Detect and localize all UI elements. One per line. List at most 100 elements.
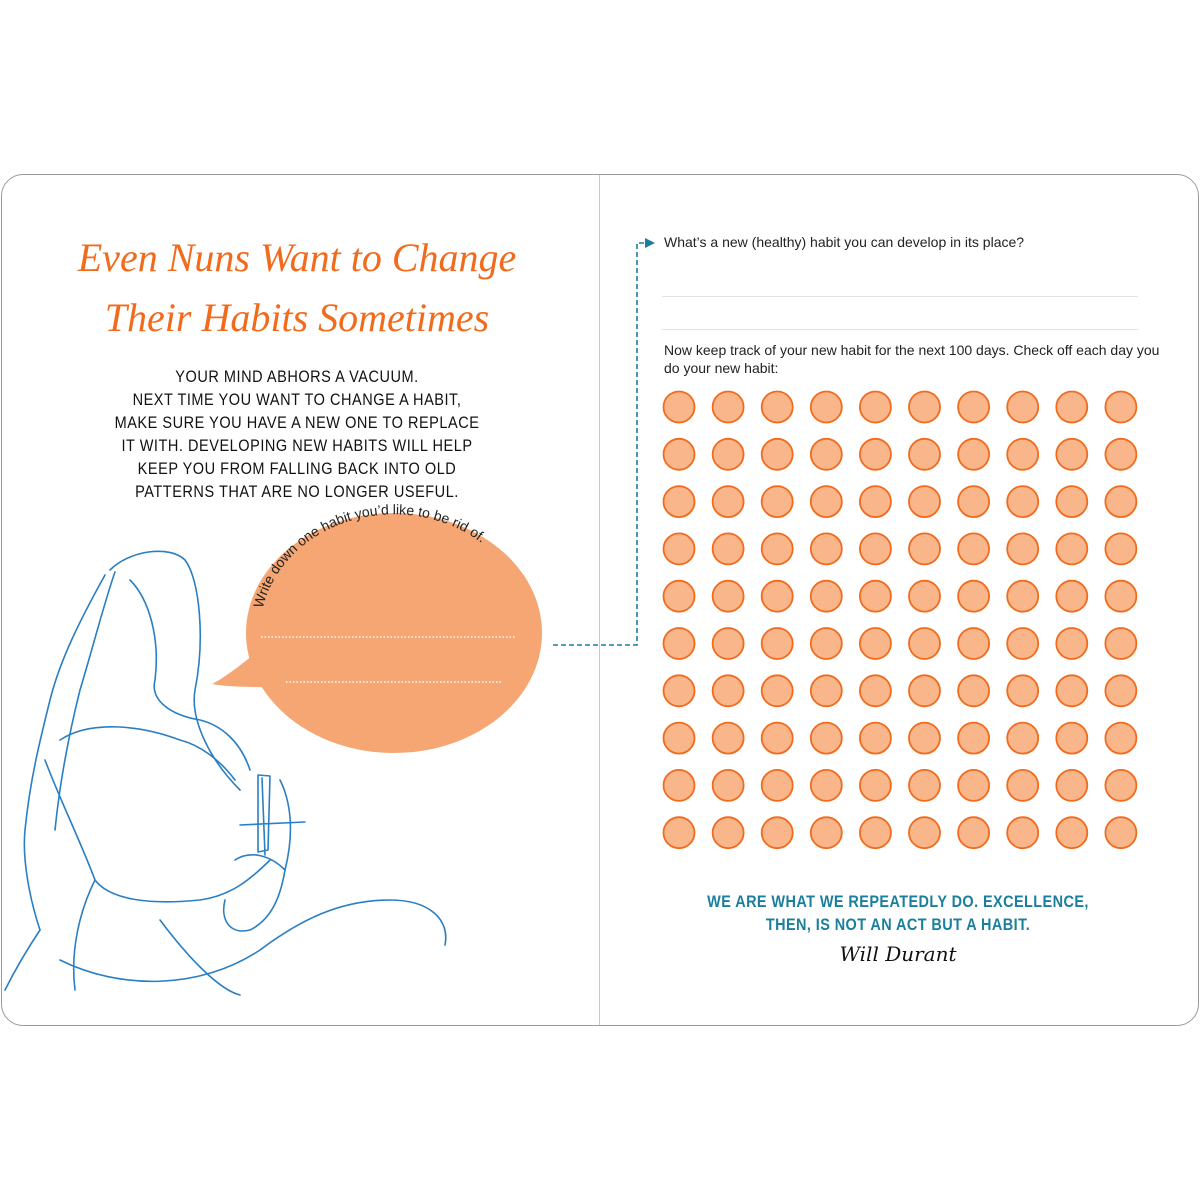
day-checkbox[interactable]: [1006, 390, 1040, 424]
day-checkbox[interactable]: [809, 485, 843, 519]
day-checkbox[interactable]: [760, 532, 794, 566]
day-checkbox[interactable]: [662, 627, 696, 660]
day-checkbox[interactable]: [859, 390, 892, 424]
day-checkbox[interactable]: [1055, 674, 1089, 708]
day-checkbox[interactable]: [859, 674, 892, 708]
day-checkbox[interactable]: [1104, 437, 1138, 471]
day-checkbox[interactable]: [859, 721, 892, 755]
day-checkbox[interactable]: [957, 816, 990, 850]
day-checkbox[interactable]: [809, 579, 843, 613]
day-checkbox[interactable]: [1104, 532, 1138, 566]
day-checkbox[interactable]: [1055, 816, 1089, 850]
day-checkbox[interactable]: [859, 816, 892, 850]
day-checkbox[interactable]: [662, 579, 696, 613]
day-checkbox[interactable]: [1104, 721, 1138, 755]
day-checkbox[interactable]: [1006, 674, 1040, 708]
day-checkbox[interactable]: [662, 769, 696, 802]
day-checkbox[interactable]: [859, 532, 892, 566]
day-checkbox[interactable]: [711, 390, 745, 424]
day-checkbox[interactable]: [1055, 769, 1089, 802]
day-checkbox[interactable]: [662, 437, 696, 471]
day-checkbox[interactable]: [711, 674, 745, 708]
day-checkbox[interactable]: [859, 579, 892, 613]
day-checkbox[interactable]: [760, 627, 794, 660]
day-checkbox[interactable]: [859, 485, 892, 519]
day-checkbox[interactable]: [1104, 674, 1138, 708]
day-checkbox[interactable]: [1006, 816, 1040, 850]
day-checkbox[interactable]: [908, 485, 941, 519]
day-checkbox[interactable]: [760, 674, 794, 708]
answer-line[interactable]: [662, 296, 1138, 297]
answer-line[interactable]: [662, 329, 1138, 330]
day-checkbox[interactable]: [908, 769, 941, 802]
day-checkbox[interactable]: [957, 627, 990, 660]
day-checkbox[interactable]: [908, 674, 941, 708]
day-checkbox[interactable]: [662, 721, 696, 755]
day-checkbox[interactable]: [1055, 721, 1089, 755]
day-checkbox[interactable]: [908, 579, 941, 613]
day-checkbox[interactable]: [809, 769, 843, 802]
day-checkbox[interactable]: [760, 721, 794, 755]
day-checkbox[interactable]: [1104, 485, 1138, 519]
day-checkbox[interactable]: [711, 437, 745, 471]
day-checkbox[interactable]: [1006, 721, 1040, 755]
day-checkbox[interactable]: [1104, 579, 1138, 613]
day-checkbox[interactable]: [957, 674, 990, 708]
day-checkbox[interactable]: [1104, 816, 1138, 850]
day-checkbox[interactable]: [859, 627, 892, 660]
day-checkbox[interactable]: [809, 532, 843, 566]
day-checkbox[interactable]: [809, 437, 843, 471]
day-checkbox[interactable]: [957, 437, 990, 471]
day-checkbox[interactable]: [1055, 437, 1089, 471]
day-checkbox[interactable]: [957, 485, 990, 519]
day-checkbox[interactable]: [760, 816, 794, 850]
day-checkbox[interactable]: [1104, 390, 1138, 424]
day-checkbox[interactable]: [1055, 532, 1089, 566]
day-checkbox[interactable]: [760, 769, 794, 802]
day-checkbox[interactable]: [1006, 532, 1040, 566]
day-checkbox[interactable]: [957, 390, 990, 424]
day-checkbox[interactable]: [711, 769, 745, 802]
day-checkbox[interactable]: [711, 532, 745, 566]
day-checkbox[interactable]: [662, 485, 696, 519]
day-checkbox[interactable]: [809, 674, 843, 708]
day-checkbox[interactable]: [957, 532, 990, 566]
day-checkbox[interactable]: [760, 485, 794, 519]
day-checkbox[interactable]: [908, 437, 941, 471]
day-checkbox[interactable]: [908, 816, 941, 850]
day-checkbox[interactable]: [957, 769, 990, 802]
day-checkbox[interactable]: [908, 390, 941, 424]
day-checkbox[interactable]: [662, 532, 696, 566]
day-checkbox[interactable]: [662, 674, 696, 708]
day-checkbox[interactable]: [1006, 485, 1040, 519]
day-checkbox[interactable]: [859, 769, 892, 802]
day-checkbox[interactable]: [1104, 627, 1138, 660]
day-checkbox[interactable]: [662, 390, 696, 424]
day-checkbox[interactable]: [711, 627, 745, 660]
day-checkbox[interactable]: [711, 721, 745, 755]
day-checkbox[interactable]: [809, 816, 843, 850]
day-checkbox[interactable]: [760, 390, 794, 424]
day-checkbox[interactable]: [957, 721, 990, 755]
day-checkbox[interactable]: [711, 485, 745, 519]
day-checkbox[interactable]: [760, 437, 794, 471]
day-checkbox[interactable]: [1104, 769, 1138, 802]
day-checkbox[interactable]: [1006, 579, 1040, 613]
day-checkbox[interactable]: [957, 579, 990, 613]
day-checkbox[interactable]: [809, 627, 843, 660]
day-checkbox[interactable]: [908, 627, 941, 660]
day-checkbox[interactable]: [809, 390, 843, 424]
day-checkbox[interactable]: [711, 579, 745, 613]
day-checkbox[interactable]: [908, 532, 941, 566]
day-checkbox[interactable]: [1055, 627, 1089, 660]
day-checkbox[interactable]: [859, 437, 892, 471]
day-checkbox[interactable]: [1055, 579, 1089, 613]
day-checkbox[interactable]: [1055, 485, 1089, 519]
day-checkbox[interactable]: [662, 816, 696, 850]
day-checkbox[interactable]: [760, 579, 794, 613]
day-checkbox[interactable]: [1006, 769, 1040, 802]
day-checkbox[interactable]: [1006, 627, 1040, 660]
day-checkbox[interactable]: [908, 721, 941, 755]
day-checkbox[interactable]: [711, 816, 745, 850]
day-checkbox[interactable]: [1055, 390, 1089, 424]
